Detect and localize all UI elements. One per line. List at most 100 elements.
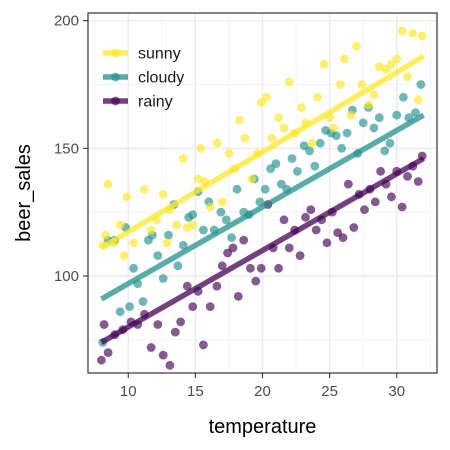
data-point-sunny [247, 174, 257, 184]
legend-item-sunny: sunny [103, 46, 181, 63]
data-point-sunny [172, 220, 182, 230]
data-point-sunny [307, 138, 317, 148]
data-point-sunny [103, 179, 113, 189]
data-point-cloudy [173, 261, 183, 271]
regression-line-cloudy [100, 112, 425, 302]
data-point-sunny [346, 110, 356, 120]
data-point-rainy [165, 360, 175, 370]
data-point-cloudy [358, 118, 368, 128]
data-point-rainy [344, 179, 353, 189]
y-tick-label: 150 [54, 140, 79, 157]
data-point-sunny [129, 238, 139, 248]
data-point-rainy [239, 235, 249, 245]
data-point-cloudy [227, 233, 237, 243]
data-point-rainy [233, 292, 243, 301]
data-point-rainy [322, 238, 332, 248]
data-point-sunny [115, 220, 125, 230]
data-point-cloudy [392, 110, 402, 120]
data-point-cloudy [129, 263, 139, 273]
data-point-sunny [119, 251, 129, 260]
data-point-cloudy [216, 207, 226, 217]
data-point-sunny [205, 202, 215, 212]
data-point-cloudy [331, 131, 341, 141]
regression-line-rainy [100, 156, 425, 345]
data-point-sunny [297, 103, 306, 112]
data-point-cloudy [342, 128, 352, 138]
legend-key-point [111, 96, 120, 106]
data-point-sunny [224, 149, 234, 158]
data-point-sunny [413, 95, 423, 105]
data-point-rainy [360, 205, 369, 215]
data-point-rainy [146, 343, 156, 352]
data-point-rainy [246, 263, 255, 273]
data-point-rainy [103, 348, 113, 357]
y-axis-title: beer_sales [13, 144, 35, 242]
data-point-rainy [205, 302, 215, 311]
data-point-rainy [387, 192, 396, 202]
x-tick-label: 30 [388, 383, 405, 400]
regression-line-sunny [100, 54, 425, 251]
data-point-sunny [352, 41, 361, 51]
data-point-sunny [369, 90, 379, 100]
data-point-rainy [99, 320, 109, 329]
data-point-rainy [256, 263, 266, 273]
data-point-cloudy [369, 123, 379, 133]
data-point-rainy [338, 233, 348, 243]
data-point-sunny [178, 154, 188, 163]
x-tick-label: 15 [187, 383, 204, 400]
legend-label: sunny [138, 46, 181, 63]
data-point-sunny [313, 92, 322, 102]
data-point-sunny [158, 189, 168, 199]
data-point-sunny [403, 72, 412, 82]
data-point-cloudy [315, 138, 325, 148]
y-tick-label: 100 [54, 268, 79, 285]
data-point-cloudy [138, 297, 148, 306]
data-point-sunny [193, 174, 203, 184]
legend-key-point [111, 48, 120, 58]
data-point-rainy [97, 355, 106, 365]
x-tick-label: 20 [254, 383, 271, 400]
data-point-sunny [235, 115, 245, 125]
data-point-cloudy [374, 113, 384, 123]
data-point-cloudy [260, 184, 270, 194]
grid [88, 13, 437, 373]
legend-key-point [111, 72, 120, 82]
data-point-sunny [408, 29, 418, 38]
data-point-cloudy [416, 80, 426, 89]
data-point-rainy [284, 243, 294, 253]
data-point-rainy [199, 340, 208, 350]
data-point-rainy [217, 261, 227, 271]
data-point-sunny [417, 31, 427, 41]
data-point-cloudy [115, 307, 125, 317]
data-point-sunny [122, 192, 132, 202]
data-point-rainy [228, 243, 238, 253]
axis-ticks: 10 15 20 25 30 100 150 200 [54, 13, 405, 400]
data-point-rainy [182, 281, 192, 291]
legend-label: cloudy [138, 70, 184, 87]
data-point-cloudy [221, 215, 231, 225]
data-point-sunny [146, 225, 156, 235]
data-point-rainy [370, 197, 380, 207]
data-point-sunny [329, 123, 338, 133]
data-point-rainy [349, 223, 359, 232]
data-point-rainy [274, 263, 283, 273]
data-point-cloudy [188, 210, 198, 220]
data-point-rainy [251, 276, 261, 286]
data-point-rainy [306, 205, 316, 215]
data-point-cloudy [385, 138, 395, 148]
data-point-sunny [319, 59, 329, 69]
data-point-cloudy [153, 251, 163, 260]
data-point-cloudy [399, 92, 408, 102]
data-point-sunny [357, 80, 367, 89]
data-point-cloudy [232, 184, 242, 194]
legend: sunny cloudy rainy [103, 46, 184, 111]
data-point-sunny [336, 80, 345, 89]
data-point-sunny [392, 54, 402, 64]
data-point-rainy [311, 225, 321, 235]
data-point-rainy [153, 320, 163, 329]
data-point-sunny [274, 113, 283, 123]
data-point-sunny [162, 238, 172, 248]
data-point-sunny [340, 54, 349, 64]
data-point-rainy [212, 281, 222, 291]
